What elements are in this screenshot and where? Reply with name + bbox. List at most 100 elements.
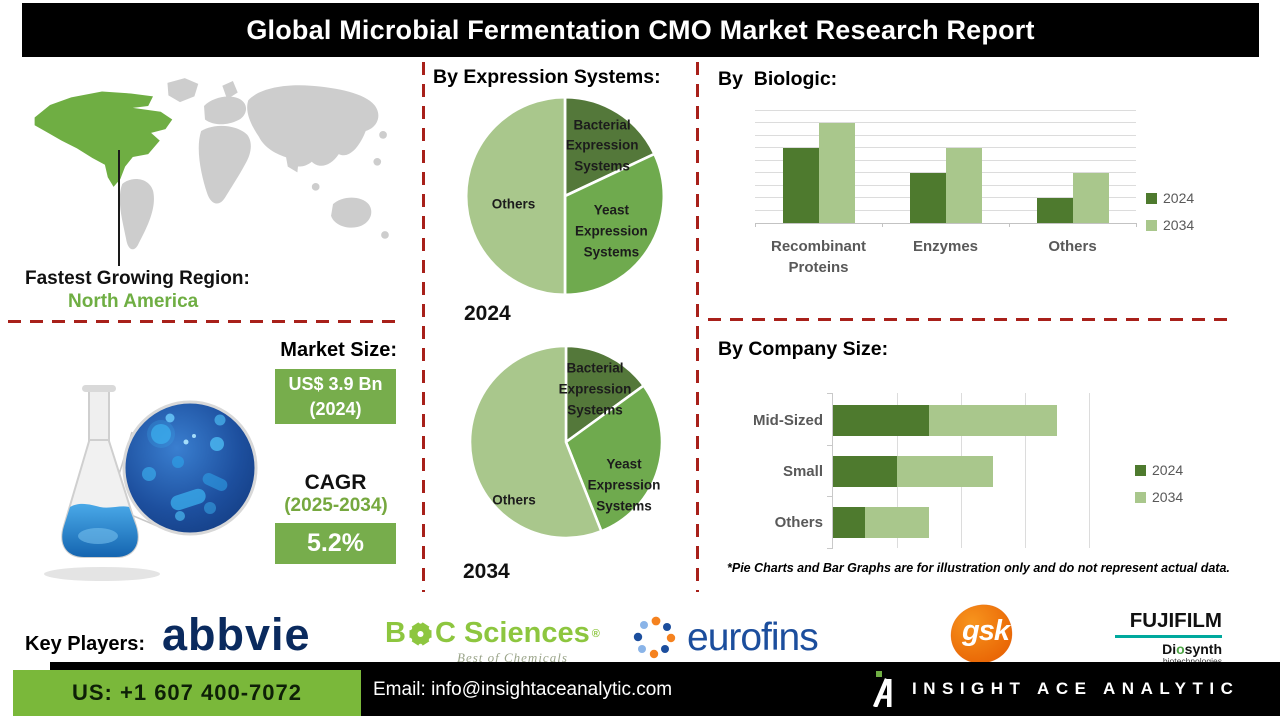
- bar-2024-enzymes: [909, 172, 946, 223]
- pie-svg: [468, 344, 664, 540]
- flask-lip: [82, 385, 116, 392]
- boc-word-sciences: C Sciences: [434, 617, 590, 649]
- microbe-magnifier-circle: [122, 400, 258, 536]
- bar-2024-recombinant-proteins: [782, 147, 819, 223]
- flask-shadow: [44, 567, 160, 581]
- gridline: [1088, 393, 1090, 548]
- bar-2034-enzymes: [945, 147, 982, 223]
- gsk-wordmark: gsk: [962, 615, 1010, 647]
- flask-neck: [88, 389, 110, 441]
- continent-asia: [247, 85, 379, 173]
- divider-left-horizontal: [8, 320, 396, 323]
- diosynth-wordmark: Diosynth: [1162, 640, 1222, 657]
- pie-year-2024: 2024: [464, 302, 511, 325]
- legend-label-2034: 2034: [1163, 217, 1195, 233]
- cagr-value-box: 5.2%: [275, 523, 396, 564]
- continent-europe: [204, 80, 247, 125]
- pie-slice-bacterial-expression-systems: [563, 95, 656, 198]
- eurofins-logo: eurofins: [633, 614, 819, 662]
- axis-tick: [827, 496, 833, 498]
- pie-svg: [464, 95, 666, 297]
- market-size-year: (2024): [309, 398, 362, 419]
- eurofins-wordmark: eurofins: [687, 616, 819, 659]
- continent-south-america: [119, 178, 154, 250]
- legend-label-2034: 2034: [1152, 489, 1184, 505]
- boc-letter-b: B: [385, 617, 406, 649]
- legend-label-2024: 2024: [1152, 462, 1184, 478]
- category-label: Small: [782, 463, 823, 480]
- biologic-bar-chart: [755, 109, 1137, 227]
- fujifilm-teal-rule: [1115, 634, 1222, 638]
- boc-registered-mark: ®: [591, 627, 600, 640]
- page-title: Global Microbial Fermentation CMO Market…: [246, 14, 1035, 45]
- microbes: [142, 413, 228, 521]
- pie-slice-bacterial-expression-systems: [564, 344, 645, 444]
- pie-slice-label: Bacterial Expression Systems: [558, 360, 632, 418]
- region-north-america: [34, 91, 173, 187]
- bar-2024-others: [833, 507, 865, 538]
- disclaimer-note: *Pie Charts and Bar Graphs are for illus…: [727, 561, 1230, 575]
- key-players-label: Key Players:: [25, 633, 146, 655]
- pie-slice-label: Others: [492, 492, 536, 508]
- market-size-heading: Market Size:: [280, 339, 397, 361]
- legend-swatch-2024: [1135, 464, 1146, 476]
- gridline: [1024, 393, 1026, 548]
- world-map: [34, 78, 389, 250]
- title-bar: Global Microbial Fermentation CMO Market…: [22, 3, 1259, 57]
- company-size-heading: By Company Size:: [718, 338, 889, 360]
- axis-tick: [827, 548, 833, 549]
- boc-sciences-logo: B C Sciences ® Best of Chemicals: [385, 617, 600, 666]
- category-label: Others: [1048, 238, 1097, 255]
- pie-year-2034: 2034: [463, 560, 510, 583]
- bar-2034-others: [1072, 172, 1109, 223]
- bar-2034-small: [897, 456, 993, 487]
- axis-tick: [1136, 223, 1137, 227]
- biologic-legend-2024: 2024: [1146, 190, 1194, 206]
- pie-slice-label: Yeast Expression Systems: [587, 456, 661, 514]
- category-label: Enzymes: [912, 238, 979, 255]
- pie-slice-yeast-expression-systems: [564, 384, 664, 533]
- continent-greenland: [167, 78, 199, 103]
- company-legend-2024: 2024: [1135, 462, 1183, 478]
- pie-chart-2034: Bacterial Expression Systems Yeast Expressio…: [466, 342, 666, 542]
- divider-vertical-1: [422, 62, 425, 592]
- fastest-growing-region-label: Fastest Growing Region:: [25, 268, 250, 289]
- boc-tagline: Best of Chemicals: [457, 650, 568, 665]
- axis-tick: [827, 444, 833, 446]
- fastest-growing-region-value: North America: [68, 291, 199, 312]
- axis-tick: [827, 393, 833, 394]
- pie-slice-label: Bacterial Expression Systems: [565, 117, 639, 175]
- divider-right-horizontal: [708, 318, 1233, 321]
- gridline: [755, 134, 1136, 136]
- legend-swatch-2034: [1146, 219, 1157, 231]
- axis-tick: [755, 223, 756, 227]
- legend-swatch-2024: [1146, 192, 1157, 204]
- pie-slice-label: Yeast Expression Systems: [574, 202, 648, 260]
- legend-swatch-2034: [1135, 491, 1146, 503]
- insight-ace-brand: INSIGHT ACE ANALYTIC: [873, 671, 1239, 707]
- bar-2034-recombinant-proteins: [818, 122, 855, 223]
- biotechnologies-label: biotechnologies: [1115, 656, 1222, 666]
- fujifilm-wordmark: FUJIFILM: [1129, 609, 1222, 632]
- divider-vertical-2: [696, 62, 699, 592]
- pie-slice-others: [468, 344, 603, 540]
- biologic-legend-2034: 2034: [1146, 217, 1194, 233]
- gsk-logo: gsk: [948, 603, 1014, 664]
- continent-africa: [198, 125, 251, 204]
- axis-tick: [1009, 223, 1010, 227]
- pie-chart-2024: Bacterial Expression Systems Yeast Expressio…: [462, 93, 668, 299]
- company-size-bar-chart: [827, 393, 1090, 549]
- continent-australia: [331, 197, 372, 228]
- bar-2024-small: [833, 456, 897, 487]
- cagr-value: 5.2%: [307, 529, 364, 557]
- fujifilm-diosynth-logo: FUJIFILM Diosynth biotechnologies: [1115, 609, 1222, 666]
- legend-label-2024: 2024: [1163, 190, 1195, 206]
- cagr-period: (2025-2034): [284, 495, 388, 516]
- bar-2034-others: [865, 507, 929, 538]
- boc-molecule-icon: [407, 619, 434, 648]
- bar-2024-others: [1036, 197, 1073, 223]
- gridline: [755, 147, 1136, 149]
- category-label: Recombinant Proteins: [770, 238, 866, 276]
- company-legend-2034: 2034: [1135, 489, 1183, 505]
